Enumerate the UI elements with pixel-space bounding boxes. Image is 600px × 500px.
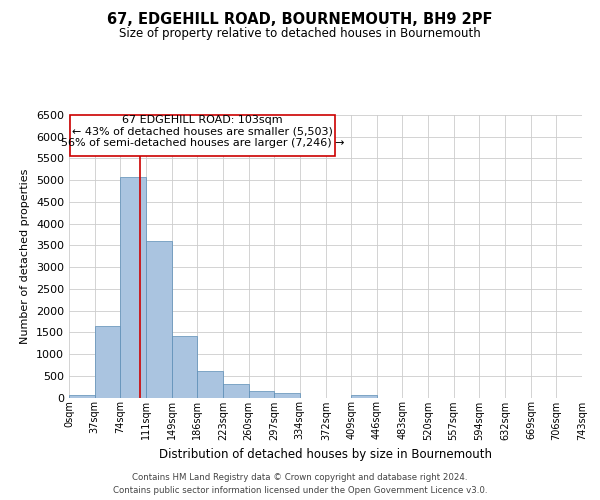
Text: 67 EDGEHILL ROAD: 103sqm: 67 EDGEHILL ROAD: 103sqm <box>122 115 283 125</box>
Bar <box>248 391 274 398</box>
Bar <box>95 326 120 398</box>
Text: Size of property relative to detached houses in Bournemouth: Size of property relative to detached ho… <box>119 28 481 40</box>
Bar <box>120 176 146 398</box>
Text: 67, EDGEHILL ROAD, BOURNEMOUTH, BH9 2PF: 67, EDGEHILL ROAD, BOURNEMOUTH, BH9 2PF <box>107 12 493 28</box>
Bar <box>146 241 172 398</box>
Bar <box>223 384 248 398</box>
Y-axis label: Number of detached properties: Number of detached properties <box>20 168 31 344</box>
Text: ← 43% of detached houses are smaller (5,503): ← 43% of detached houses are smaller (5,… <box>72 126 332 136</box>
Bar <box>69 396 95 398</box>
Bar <box>352 396 377 398</box>
Bar <box>172 336 197 398</box>
Bar <box>197 371 223 398</box>
Bar <box>70 115 335 156</box>
Text: 56% of semi-detached houses are larger (7,246) →: 56% of semi-detached houses are larger (… <box>61 138 344 148</box>
Bar <box>274 393 299 398</box>
Text: Contains HM Land Registry data © Crown copyright and database right 2024.
Contai: Contains HM Land Registry data © Crown c… <box>113 474 487 495</box>
X-axis label: Distribution of detached houses by size in Bournemouth: Distribution of detached houses by size … <box>159 448 492 461</box>
